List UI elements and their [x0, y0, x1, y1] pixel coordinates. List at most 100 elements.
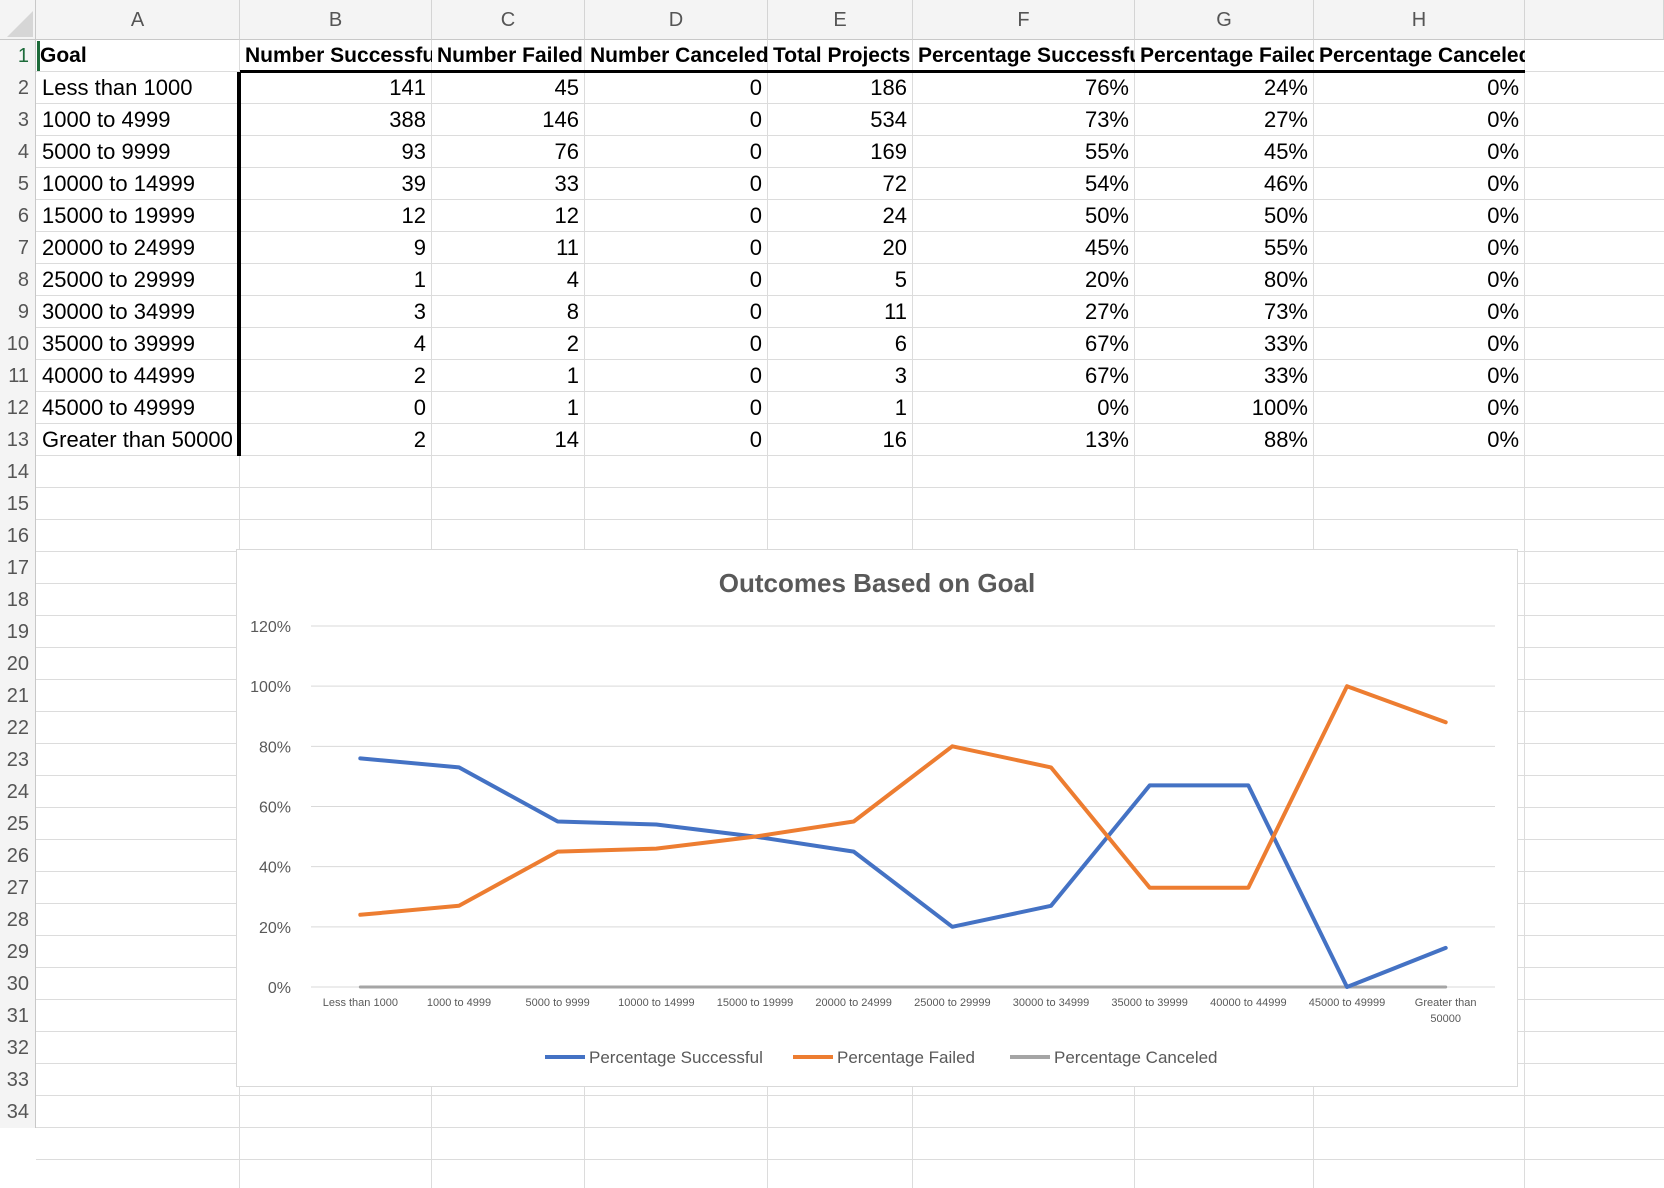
- value-cell[interactable]: 45%: [1084, 235, 1129, 260]
- row-header-27[interactable]: 27: [0, 872, 36, 904]
- row-header-16[interactable]: 16: [0, 520, 36, 552]
- row-header-1[interactable]: 1: [0, 40, 36, 72]
- value-cell[interactable]: 76: [554, 139, 579, 164]
- value-cell[interactable]: 3: [413, 299, 426, 324]
- row-header-28[interactable]: 28: [0, 904, 36, 936]
- row-header-12[interactable]: 12: [0, 392, 36, 424]
- value-cell[interactable]: 0: [749, 75, 762, 100]
- legend-label[interactable]: Percentage Failed: [837, 1048, 975, 1067]
- value-cell[interactable]: 0%: [1487, 363, 1519, 388]
- goal-cell[interactable]: 10000 to 14999: [42, 171, 195, 196]
- value-cell[interactable]: 27%: [1263, 107, 1308, 132]
- goal-cell[interactable]: 30000 to 34999: [42, 299, 195, 324]
- row-header-6[interactable]: 6: [0, 200, 36, 232]
- row-header-24[interactable]: 24: [0, 776, 36, 808]
- value-cell[interactable]: 13%: [1084, 427, 1129, 452]
- row-header-15[interactable]: 15: [0, 488, 36, 520]
- value-cell[interactable]: 50%: [1084, 203, 1129, 228]
- row-header-17[interactable]: 17: [0, 552, 36, 584]
- value-cell[interactable]: 0%: [1487, 203, 1519, 228]
- value-cell[interactable]: 50%: [1263, 203, 1308, 228]
- column-header-b[interactable]: B: [240, 0, 432, 40]
- row-header-25[interactable]: 25: [0, 808, 36, 840]
- value-cell[interactable]: 1: [894, 395, 907, 420]
- value-cell[interactable]: 76%: [1084, 75, 1129, 100]
- value-cell[interactable]: 67%: [1084, 363, 1129, 388]
- row-header-31[interactable]: 31: [0, 1000, 36, 1032]
- value-cell[interactable]: 1: [413, 267, 426, 292]
- row-header-11[interactable]: 11: [0, 360, 36, 392]
- value-cell[interactable]: 0%: [1487, 267, 1519, 292]
- value-cell[interactable]: 0: [749, 395, 762, 420]
- goal-cell[interactable]: 5000 to 9999: [42, 139, 171, 164]
- column-header-d[interactable]: D: [585, 0, 768, 40]
- value-cell[interactable]: 0%: [1487, 139, 1519, 164]
- value-cell[interactable]: 0%: [1097, 395, 1129, 420]
- header-cell[interactable]: Number Failed: [437, 44, 583, 67]
- value-cell[interactable]: 0%: [1487, 395, 1519, 420]
- value-cell[interactable]: 0%: [1487, 299, 1519, 324]
- row-header-10[interactable]: 10: [0, 328, 36, 360]
- header-cell[interactable]: Percentage Canceled: [1319, 44, 1525, 67]
- row-header-21[interactable]: 21: [0, 680, 36, 712]
- value-cell[interactable]: 0: [749, 427, 762, 452]
- value-cell[interactable]: 146: [542, 107, 579, 132]
- row-header-20[interactable]: 20: [0, 648, 36, 680]
- value-cell[interactable]: 39: [401, 171, 426, 196]
- value-cell[interactable]: 0: [749, 363, 762, 388]
- value-cell[interactable]: 11: [556, 235, 579, 260]
- row-header-9[interactable]: 9: [0, 296, 36, 328]
- goal-cell[interactable]: 35000 to 39999: [42, 331, 195, 356]
- row-header-8[interactable]: 8: [0, 264, 36, 296]
- row-header-3[interactable]: 3: [0, 104, 36, 136]
- value-cell[interactable]: 55%: [1263, 235, 1308, 260]
- value-cell[interactable]: 20%: [1084, 267, 1129, 292]
- value-cell[interactable]: 2: [413, 427, 426, 452]
- value-cell[interactable]: 6: [894, 331, 907, 356]
- value-cell[interactable]: 388: [389, 107, 426, 132]
- value-cell[interactable]: 0%: [1487, 171, 1519, 196]
- value-cell[interactable]: 9: [413, 235, 426, 260]
- row-header-34[interactable]: 34: [0, 1096, 36, 1128]
- row-header-13[interactable]: 13: [0, 424, 36, 456]
- row-header-14[interactable]: 14: [0, 456, 36, 488]
- value-cell[interactable]: 2: [413, 363, 426, 388]
- row-header-19[interactable]: 19: [0, 616, 36, 648]
- value-cell[interactable]: 20: [882, 235, 907, 260]
- value-cell[interactable]: 24%: [1263, 75, 1308, 100]
- row-header-29[interactable]: 29: [0, 936, 36, 968]
- goal-cell[interactable]: 45000 to 49999: [42, 395, 195, 420]
- series-line-percentage-failed[interactable]: [358, 684, 1448, 917]
- column-header-g[interactable]: G: [1135, 0, 1314, 40]
- value-cell[interactable]: 16: [882, 427, 907, 452]
- value-cell[interactable]: 100%: [1251, 395, 1308, 420]
- value-cell[interactable]: 27%: [1084, 299, 1129, 324]
- value-cell[interactable]: 534: [870, 107, 907, 132]
- value-cell[interactable]: 0%: [1487, 235, 1519, 260]
- value-cell[interactable]: 33%: [1263, 331, 1308, 356]
- legend-label[interactable]: Percentage Successful: [589, 1048, 763, 1067]
- value-cell[interactable]: 8: [566, 299, 579, 324]
- value-cell[interactable]: 33%: [1263, 363, 1308, 388]
- value-cell[interactable]: 169: [870, 139, 907, 164]
- goal-cell[interactable]: 20000 to 24999: [42, 235, 195, 260]
- row-header-18[interactable]: 18: [0, 584, 36, 616]
- row-header-5[interactable]: 5: [0, 168, 36, 200]
- value-cell[interactable]: 0: [749, 267, 762, 292]
- goal-cell[interactable]: 40000 to 44999: [42, 363, 195, 388]
- value-cell[interactable]: 5: [894, 267, 907, 292]
- header-cell[interactable]: Goal: [40, 44, 87, 67]
- value-cell[interactable]: 4: [413, 331, 426, 356]
- value-cell[interactable]: 0: [749, 235, 762, 260]
- value-cell[interactable]: 14: [554, 427, 579, 452]
- value-cell[interactable]: 4: [566, 267, 579, 292]
- value-cell[interactable]: 0%: [1487, 427, 1519, 452]
- value-cell[interactable]: 0%: [1487, 331, 1519, 356]
- value-cell[interactable]: 54%: [1084, 171, 1129, 196]
- value-cell[interactable]: 45: [554, 75, 579, 100]
- value-cell[interactable]: 12: [401, 203, 426, 228]
- value-cell[interactable]: 0: [749, 107, 762, 132]
- value-cell[interactable]: 0: [749, 203, 762, 228]
- value-cell[interactable]: 73%: [1263, 299, 1308, 324]
